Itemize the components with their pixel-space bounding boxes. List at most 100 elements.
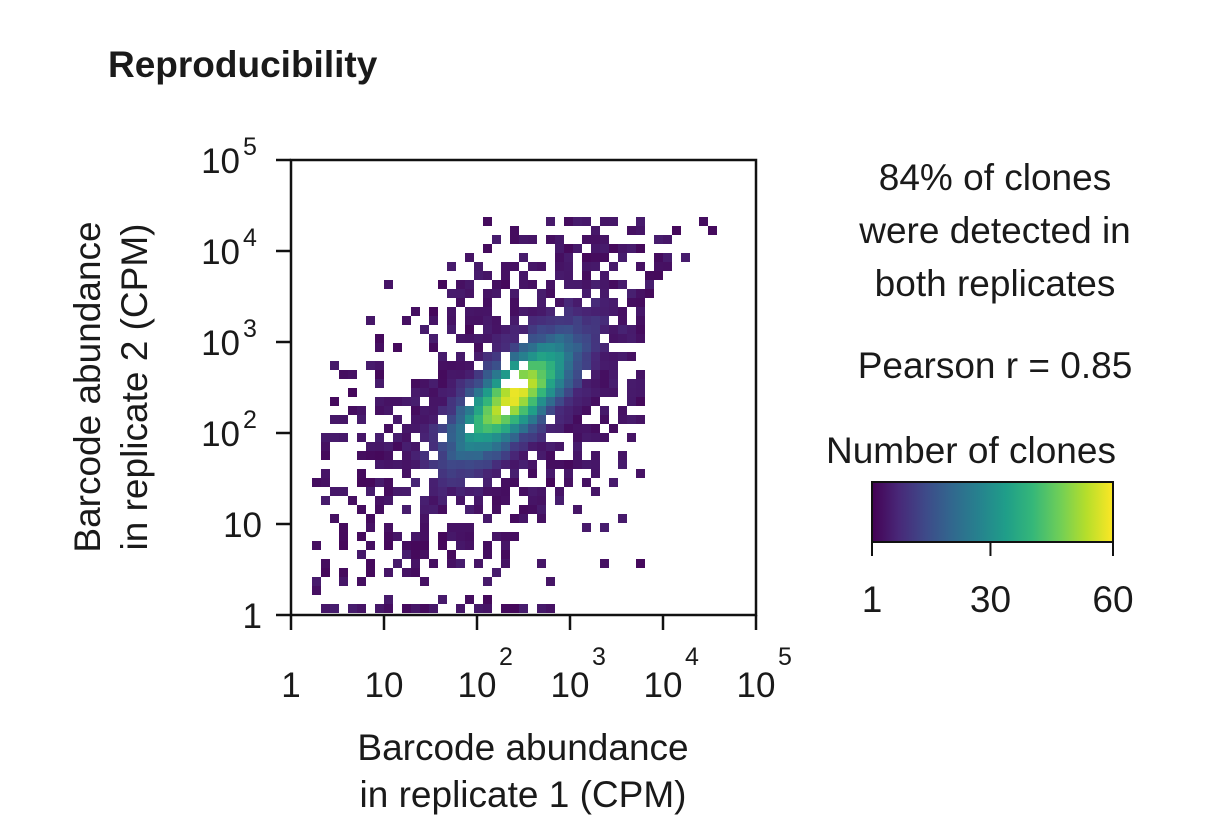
heatmap-cell-410 [528,235,537,244]
heatmap-cell-50 [366,487,375,496]
heatmap-cell-598 [591,460,600,469]
heatmap-cell-522 [564,379,573,388]
heatmap-cell-164 [438,280,447,289]
heatmap-cell-490 [555,316,564,325]
heatmap-cell-643 [618,325,627,334]
heatmap-cell-353 [501,460,510,469]
y-tick-exp-2: 2 [243,406,257,434]
heatmap-cell-323 [492,379,501,388]
heatmap-cell-439 [537,325,546,334]
heatmap-cell-376 [510,406,519,415]
heatmap-cell-378 [510,424,519,433]
heatmap-cell-573 [582,433,591,442]
heatmap-cell-393 [519,325,528,334]
heatmap-cell-106 [402,541,411,550]
y-tick-exp-3: 3 [243,315,257,343]
heatmap-cell-500 [555,406,564,415]
heatmap-cell-495 [555,361,564,370]
heatmap-cell-179 [438,496,447,505]
heatmap-cell-679 [636,559,645,568]
heatmap-cell-612 [600,343,609,352]
heatmap-cell-97 [402,397,411,406]
heatmap-cell-210 [456,298,465,307]
heatmap-cell-409 [519,604,528,613]
heatmap-cell-82 [384,532,393,541]
heatmap-cell-20 [339,370,348,379]
heatmap-cell-332 [492,460,501,469]
heatmap-cell-63 [375,433,384,442]
heatmap-cell-53 [366,541,375,550]
heatmap-cell-577 [591,226,600,235]
heatmap-cell-496 [555,370,564,379]
heatmap-cell-632 [609,361,618,370]
heatmap-cell-464 [546,307,555,316]
heatmap-cell-608 [600,298,609,307]
heatmap-cell-622 [600,559,609,568]
heatmap-cell-286 [483,298,492,307]
heatmap-cell-534 [573,298,582,307]
heatmap-cell-656 [627,334,636,343]
heatmap-cell-403 [519,442,528,451]
heatmap-cell-34 [357,406,366,415]
heatmap-cell-261 [474,316,483,325]
heatmap-cell-567 [582,361,591,370]
heatmap-cell-402 [519,433,528,442]
heatmap-cell-225 [456,469,465,478]
heatmap-cell-90 [393,433,402,442]
heatmap-cell-503 [555,442,564,451]
heatmap-cell-76 [384,451,393,460]
heatmap-cell-64 [375,442,384,451]
heatmap-cell-69 [375,505,384,514]
heatmap-cell-83 [384,541,393,550]
heatmap-cell-361 [501,604,510,613]
heatmap-cell-639 [618,253,627,262]
heatmap-cell-334 [492,487,501,496]
heatmap-cell-2 [312,577,321,586]
heatmap-cell-276 [474,469,483,478]
heatmap-cell-260 [474,307,483,316]
detection-line-1: 84% of clones [878,157,1112,198]
heatmap-cell-72 [384,397,393,406]
heatmap-cell-576 [582,523,591,532]
heatmap-cell-92 [393,460,402,469]
heatmap-cell-230 [456,532,465,541]
y-axis-label-line-2: in replicate 2 (CPM) [114,224,155,551]
heatmap-cell-59 [375,370,384,379]
x-tick-label-2: 10 [458,666,497,705]
heatmap-cell-401 [519,424,528,433]
heatmap-cell-143 [420,577,429,586]
heatmap-cell-142 [420,550,429,559]
heatmap-cell-125 [411,568,420,577]
heatmap-cell-595 [591,424,600,433]
heatmap-cell-463 [546,289,555,298]
heatmap-cell-215 [456,379,465,388]
heatmap-cell-337 [492,532,501,541]
heatmap-cell-40 [357,505,366,514]
heatmap-cell-602 [600,235,609,244]
heatmap-cell-623 [609,217,618,226]
heatmap-cell-159 [429,487,438,496]
heatmap-cell-100 [402,442,411,451]
heatmap-cell-182 [438,541,447,550]
heatmap-cell-269 [474,406,483,415]
heatmap-cell-478 [546,451,555,460]
heatmap-cell-546 [573,406,582,415]
heatmap-cell-428 [528,442,537,451]
heatmap-cell-207 [447,559,456,568]
heatmap-cell-320 [492,352,501,361]
heatmap-cell-634 [609,379,618,388]
heatmap-cell-78 [384,478,393,487]
heatmap-cell-398 [519,397,528,406]
heatmap-cell-171 [438,406,447,415]
heatmap-cell-670 [636,316,645,325]
heatmap-cell-211 [456,334,465,343]
heatmap-cell-329 [492,433,501,442]
heatmap-cell-653 [627,289,636,298]
heatmap-cell-578 [591,235,600,244]
heatmap-cell-81 [384,523,393,532]
heatmap-cell-390 [519,271,528,280]
heatmap-cell-526 [564,415,573,424]
heatmap-cell-200 [447,460,456,469]
y-tick-label-2: 10 [201,415,240,454]
heatmap-cell-131 [420,415,429,424]
